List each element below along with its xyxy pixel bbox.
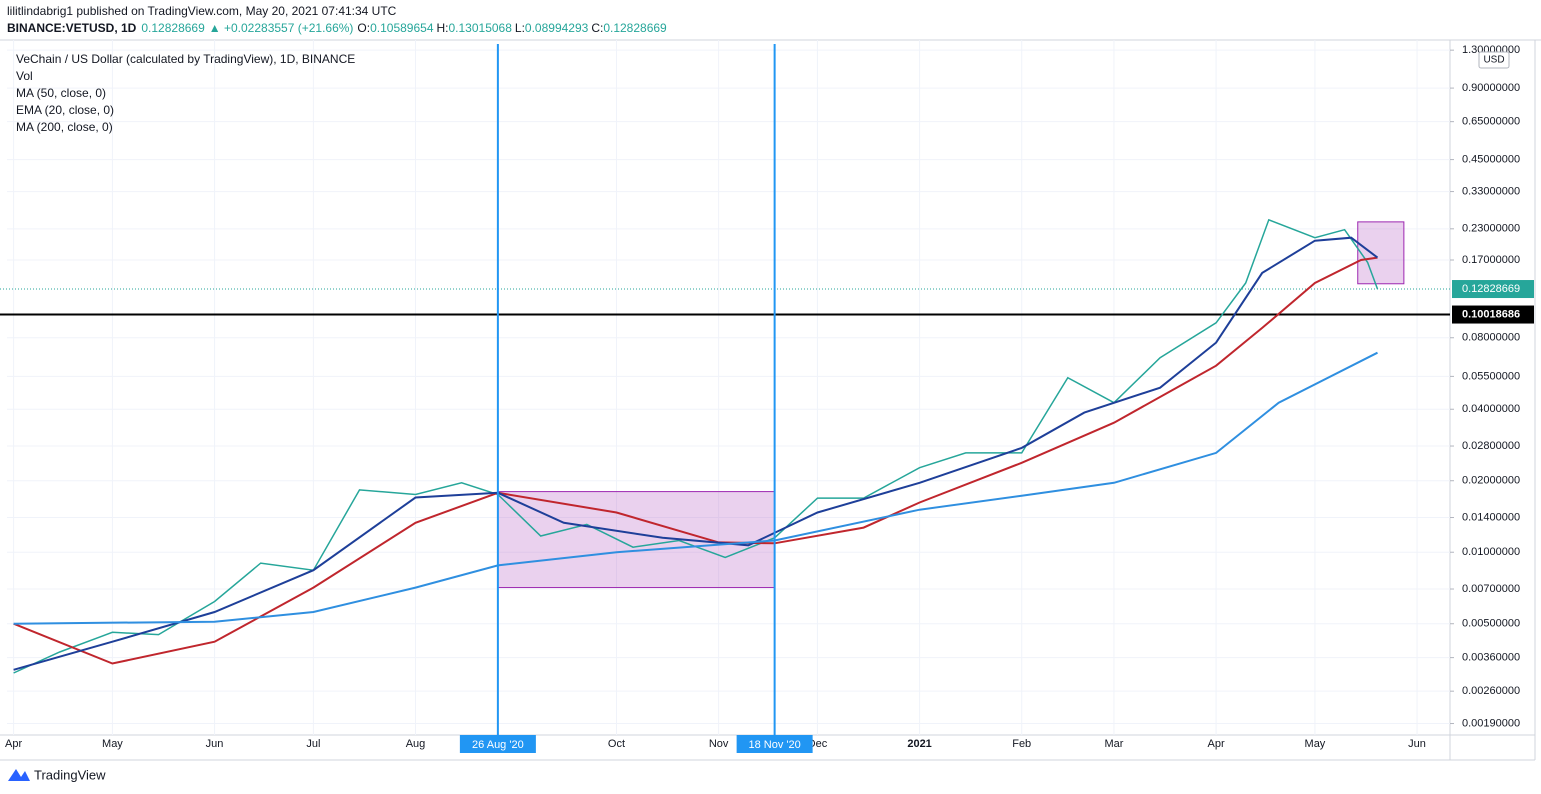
x-tick-label: May <box>102 738 123 750</box>
date-tag-label: 26 Aug '20 <box>472 739 524 751</box>
open-label: O: <box>357 21 370 35</box>
x-tick-label: Feb <box>1012 738 1031 750</box>
y-tick-label: 0.65000000 <box>1462 116 1520 128</box>
y-tick-label: 0.05500000 <box>1462 370 1520 382</box>
change: ▲ +0.02283557 (+21.66%) <box>209 21 354 35</box>
date-tag <box>736 735 813 753</box>
legend-ma50: MA (50, close, 0) <box>16 86 106 100</box>
symbol: BINANCE:VETUSD, 1D <box>7 21 137 35</box>
y-tick-label: 0.90000000 <box>1462 82 1520 94</box>
legend-vol: Vol <box>16 69 33 83</box>
x-tick-label: Apr <box>5 738 22 750</box>
y-tick-label: 0.00500000 <box>1462 618 1520 630</box>
published-line: lilitlindabrig1 published on TradingView… <box>7 4 397 18</box>
y-tick-label: 0.01400000 <box>1462 511 1520 523</box>
y-tick-label: 0.23000000 <box>1462 223 1520 235</box>
x-tick-label: Nov <box>709 738 729 750</box>
close-label: C: <box>591 21 603 35</box>
x-tick-label: Dec <box>808 738 828 750</box>
footer-brand: TradingView <box>34 767 106 782</box>
quote-line: BINANCE:VETUSD, 1D 0.12828669 ▲ +0.0228355… <box>7 21 667 35</box>
x-tick-label: Jun <box>1408 738 1426 750</box>
date-tag <box>459 735 536 753</box>
x-tick-label: Mar <box>1104 738 1123 750</box>
legend-ema20: EMA (20, close, 0) <box>16 103 114 117</box>
currency: USD <box>1483 55 1504 66</box>
x-tick-label: Oct <box>608 738 625 750</box>
logo-mark <box>8 769 30 781</box>
y-tick-label: 0.00360000 <box>1462 652 1520 664</box>
indicator-line <box>13 236 1379 671</box>
low-label: L: <box>515 21 525 35</box>
x-tick-label: Jun <box>206 738 224 750</box>
legend-title: VeChain / US Dollar (calculated by Tradi… <box>16 52 355 66</box>
high: 0.13015068 <box>449 21 513 35</box>
close: 0.12828669 <box>603 21 667 35</box>
x-tick-label: 2021 <box>907 738 931 750</box>
y-tick-label: 0.45000000 <box>1462 153 1520 165</box>
high-label: H: <box>437 21 449 35</box>
date-tag-label: 18 Nov '20 <box>748 739 800 751</box>
y-tick-label: 0.33000000 <box>1462 185 1520 197</box>
y-tick-label: 0.00260000 <box>1462 685 1520 697</box>
low: 0.08994293 <box>525 21 589 35</box>
last-price-tag-label: 0.12828669 <box>1462 283 1520 295</box>
y-tick-label: 0.04000000 <box>1462 403 1520 415</box>
range-box <box>1357 221 1405 285</box>
open: 0.10589654 <box>370 21 434 35</box>
y-tick-label: 0.08000000 <box>1462 332 1520 344</box>
x-tick-label: May <box>1305 738 1326 750</box>
logo: TradingView <box>8 767 106 782</box>
price-line <box>13 218 1379 674</box>
hline-tag <box>1452 305 1534 324</box>
y-tick-label: 0.17000000 <box>1462 254 1520 266</box>
currency-box[interactable] <box>1478 51 1510 69</box>
hline-tag-label: 0.10018686 <box>1462 308 1520 320</box>
y-tick-label: 0.00700000 <box>1462 583 1520 595</box>
y-tick-label: 0.01000000 <box>1462 546 1520 558</box>
y-tick-label: 0.02000000 <box>1462 475 1520 487</box>
range-box <box>497 491 776 589</box>
indicator-line <box>13 256 1378 665</box>
x-tick-label: Jul <box>306 738 320 750</box>
legend-ma200: MA (200, close, 0) <box>16 120 113 134</box>
y-tick-label: 0.02800000 <box>1462 440 1520 452</box>
plot: 1.300000000.900000000.650000000.45000000… <box>0 40 1534 753</box>
x-tick-label: Apr <box>1208 738 1225 750</box>
last-price-tag <box>1452 280 1534 299</box>
y-tick-label: 0.00190000 <box>1462 717 1520 729</box>
last: 0.12828669 <box>141 21 205 35</box>
x-tick-label: Aug <box>406 738 426 750</box>
